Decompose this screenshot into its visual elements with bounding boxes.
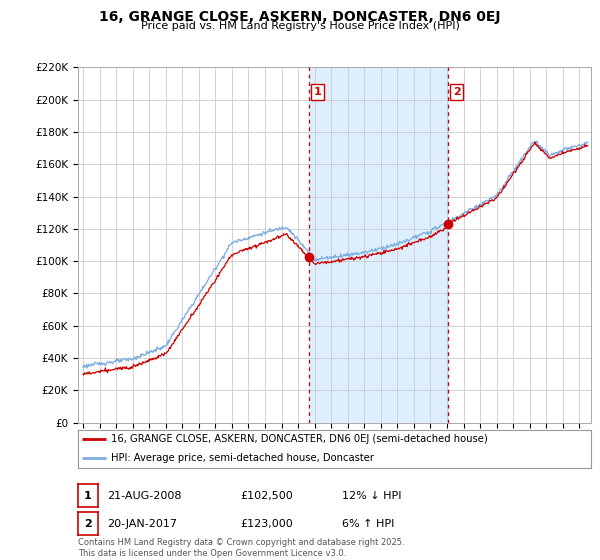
Bar	[308, 67, 448, 423]
Text: 2: 2	[84, 519, 92, 529]
Text: £102,500: £102,500	[240, 491, 293, 501]
Text: 20-JAN-2017: 20-JAN-2017	[107, 519, 177, 529]
Text: 16, GRANGE CLOSE, ASKERN, DONCASTER, DN6 0EJ: 16, GRANGE CLOSE, ASKERN, DONCASTER, DN6…	[99, 10, 501, 24]
Text: Price paid vs. HM Land Registry's House Price Index (HPI): Price paid vs. HM Land Registry's House …	[140, 21, 460, 31]
Text: 2: 2	[453, 87, 461, 97]
Text: 1: 1	[314, 87, 322, 97]
Text: 6% ↑ HPI: 6% ↑ HPI	[342, 519, 394, 529]
Text: Contains HM Land Registry data © Crown copyright and database right 2025.
This d: Contains HM Land Registry data © Crown c…	[78, 538, 404, 558]
Text: 12% ↓ HPI: 12% ↓ HPI	[342, 491, 401, 501]
Text: 1: 1	[84, 491, 92, 501]
Text: HPI: Average price, semi-detached house, Doncaster: HPI: Average price, semi-detached house,…	[112, 453, 374, 463]
Text: 16, GRANGE CLOSE, ASKERN, DONCASTER, DN6 0EJ (semi-detached house): 16, GRANGE CLOSE, ASKERN, DONCASTER, DN6…	[112, 434, 488, 444]
Text: £123,000: £123,000	[240, 519, 293, 529]
Text: 21-AUG-2008: 21-AUG-2008	[107, 491, 181, 501]
